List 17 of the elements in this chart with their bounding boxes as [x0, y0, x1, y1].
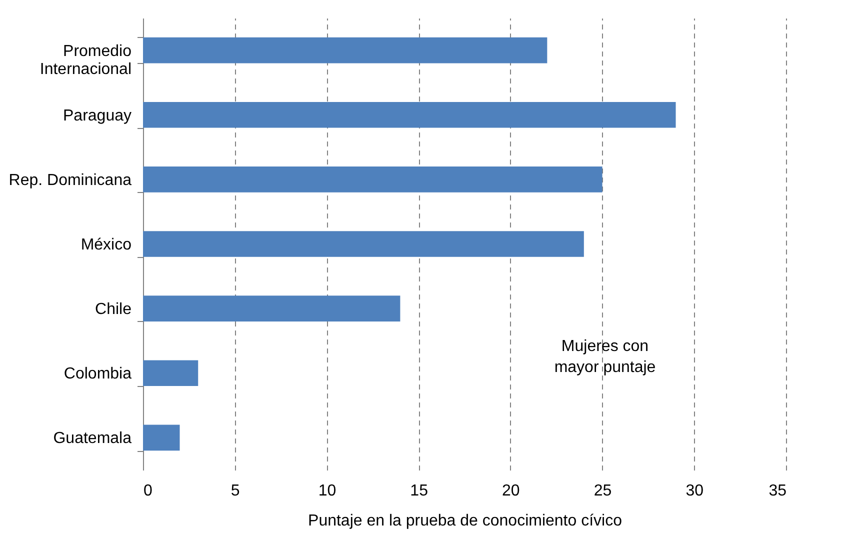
y-tick-label: Chile [95, 301, 132, 318]
y-tick-label: Rep. Dominicana [8, 172, 132, 189]
y-tick-label: México [80, 236, 132, 254]
x-tick-label: 5 [230, 482, 240, 500]
x-tick-label: 30 [686, 482, 704, 500]
y-tick-label: Paraguay [63, 107, 132, 124]
x-tick-label: 15 [410, 482, 428, 500]
x-axis-title: Puntaje en la prueba de conocimiento cívico [308, 512, 622, 530]
annotation: Mujeres con mayor puntaje [554, 338, 656, 376]
y-tick-label: Colombia [64, 366, 132, 383]
x-tick-label: 10 [318, 482, 336, 500]
x-tick-label: 20 [502, 482, 520, 500]
x-tick-label: 25 [594, 482, 612, 500]
x-tick-label: 35 [768, 482, 787, 500]
y-tick-label: Guatemala [53, 430, 132, 448]
y-tick-label: Promedio Internacional [40, 42, 132, 78]
x-tick-label: 0 [144, 482, 152, 500]
